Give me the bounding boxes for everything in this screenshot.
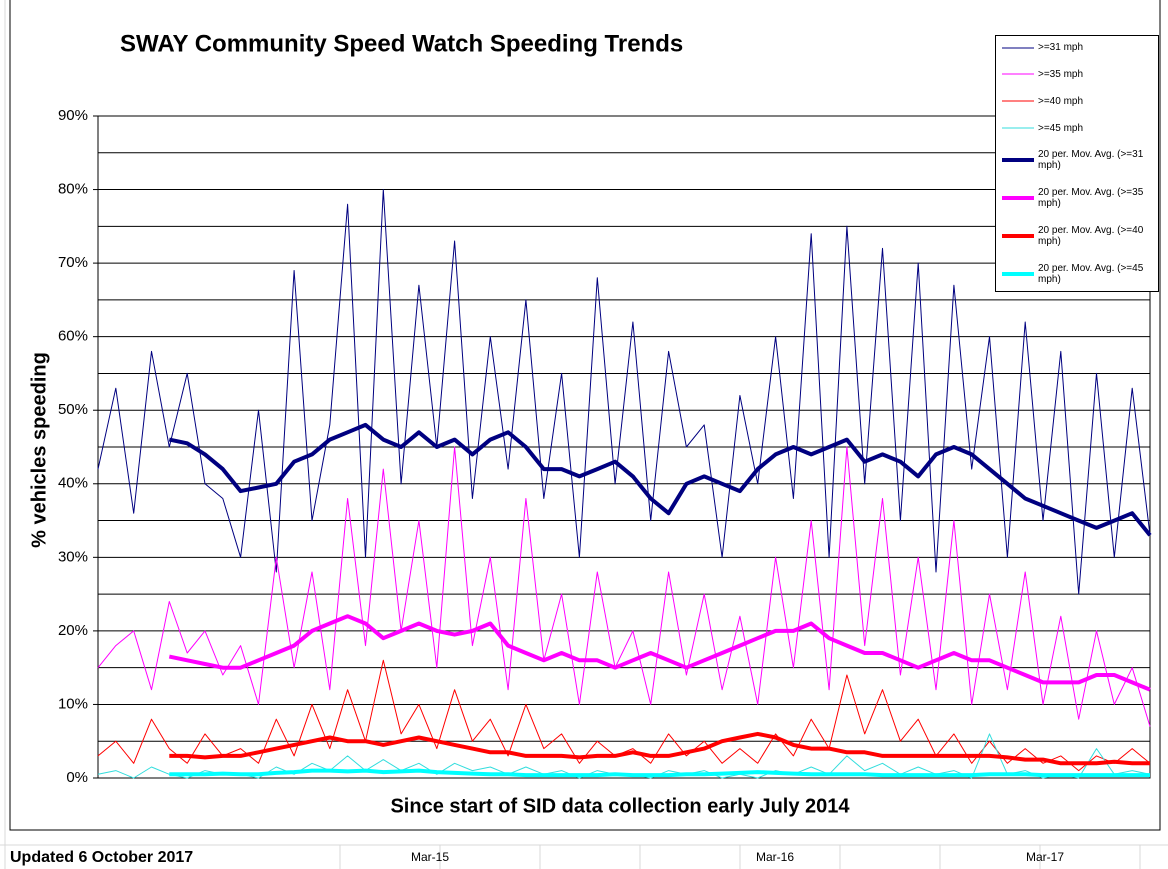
y-tick-label: 90%: [58, 107, 88, 124]
legend-label: 20 per. Mov. Avg. (>=45 mph): [1038, 262, 1144, 285]
legend-swatch: [1002, 196, 1034, 201]
legend-swatch: [1002, 234, 1034, 239]
y-tick-label: 70%: [58, 254, 88, 271]
series-line: [169, 768, 1150, 778]
y-axis-title: % vehicles speeding: [28, 352, 50, 548]
legend-swatch: [1002, 158, 1034, 163]
series-line: [169, 731, 1150, 766]
y-tick-label: 10%: [58, 695, 88, 712]
y-tick-label: 30%: [58, 548, 88, 565]
legend-label: >=35 mph: [1038, 68, 1084, 80]
legend-swatch: [1002, 47, 1034, 48]
legend-item: >=45 mph: [1000, 123, 1154, 134]
legend-label: >=31 mph: [1038, 42, 1084, 53]
month-cell: Mar-16: [756, 850, 794, 864]
series-line: [97, 189, 1151, 595]
legend-label: 20 per. Mov. Avg. (>=40 mph): [1038, 225, 1144, 248]
legend-label: >=40 mph: [1038, 95, 1084, 107]
x-axis-title: Since start of SID data collection early…: [390, 795, 850, 817]
y-tick-label: 80%: [58, 181, 88, 198]
y-tick-label: 0%: [66, 769, 88, 786]
series-line: [168, 614, 1151, 692]
legend-item: 20 per. Mov. Avg. (>=40 mph): [1000, 225, 1154, 247]
legend-swatch: [1002, 271, 1034, 276]
y-tick-label: 40%: [58, 475, 88, 492]
series-line: [97, 446, 1151, 727]
legend-label: 20 per. Mov. Avg. (>=31 mph): [1038, 149, 1144, 172]
month-cell: Mar-15: [411, 850, 449, 864]
legend-label: >=45 mph: [1038, 122, 1084, 134]
series-line: [168, 422, 1152, 537]
y-tick-label: 60%: [58, 328, 88, 345]
updated-note: Updated 6 October 2017: [10, 849, 193, 866]
legend: >=31 mph >=35 mph >=40 mph >=45 mph 20 per. …: [995, 35, 1159, 292]
legend-item: >=40 mph: [1000, 96, 1154, 107]
chart-title: SWAY Community Speed Watch Speeding Tren…: [120, 30, 683, 57]
legend-label: 20 per. Mov. Avg. (>=35 mph): [1038, 187, 1144, 210]
legend-swatch: [1002, 73, 1034, 75]
legend-item: 20 per. Mov. Avg. (>=31 mph): [1000, 149, 1154, 171]
legend-item: 20 per. Mov. Avg. (>=45 mph): [1000, 263, 1154, 285]
y-tick-label: 20%: [58, 622, 88, 639]
month-cell: Mar-17: [1026, 850, 1064, 864]
legend-swatch: [1002, 127, 1034, 129]
legend-item: 20 per. Mov. Avg. (>=35 mph): [1000, 187, 1154, 209]
legend-item: >=35 mph: [1000, 69, 1154, 80]
legend-swatch: [1002, 100, 1034, 102]
legend-item: >=31 mph: [1000, 42, 1154, 53]
y-tick-label: 50%: [58, 401, 88, 418]
